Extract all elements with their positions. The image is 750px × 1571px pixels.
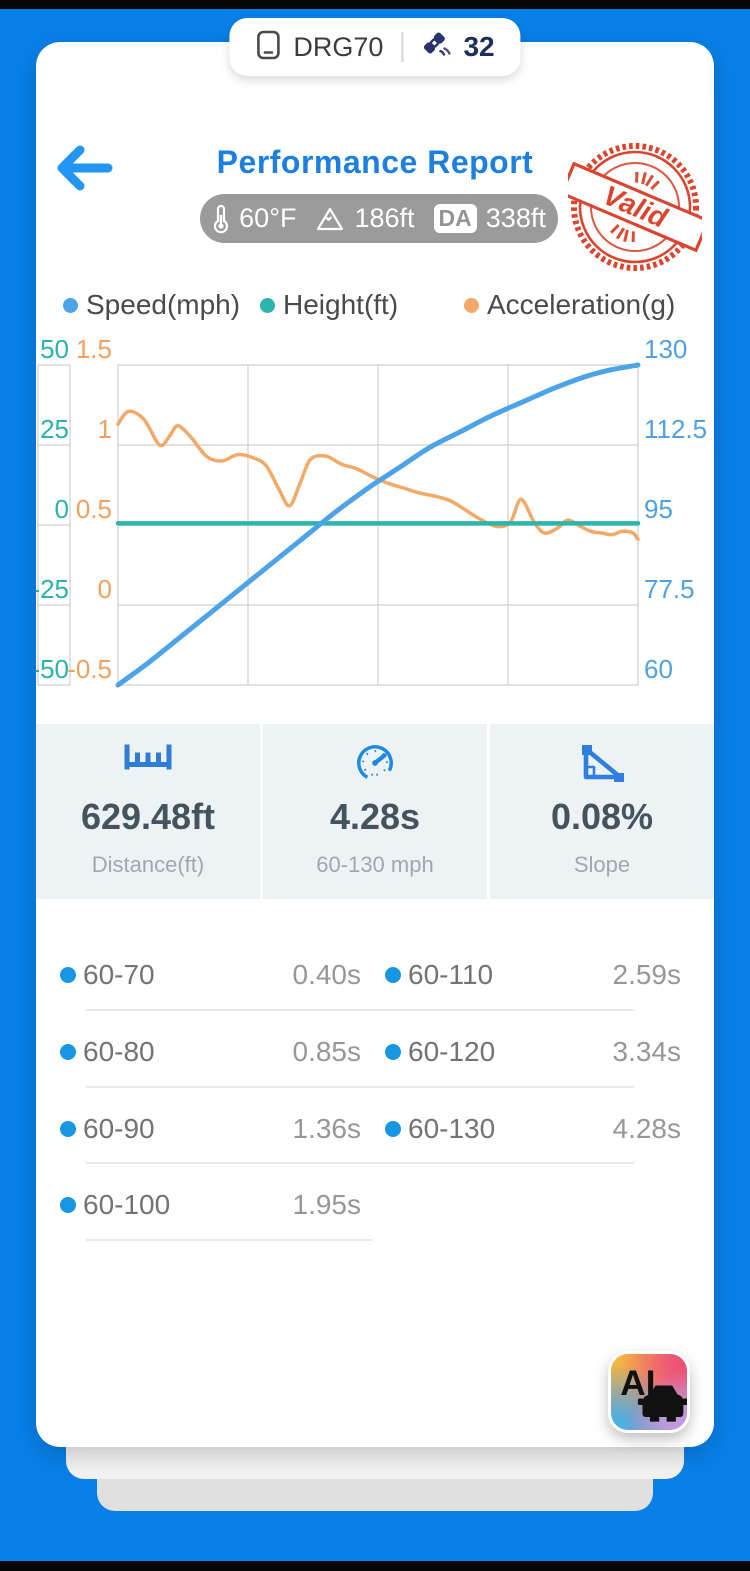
svg-text:-50: -50: [36, 654, 69, 684]
ruler-icon: [36, 742, 260, 772]
accel-time-value: 4.28s: [329, 796, 421, 837]
stat-distance: 629.48ft Distance(ft): [36, 724, 260, 899]
range-label: 60-80: [83, 1036, 155, 1067]
navigation-bar-bottom: [0, 1561, 750, 1571]
speed-legend-dot: [63, 297, 78, 313]
svg-text:50: 50: [40, 340, 69, 364]
distance-value: 629.48ft: [80, 796, 216, 837]
range-label: 60-70: [83, 959, 155, 990]
density-altitude-value: 338ft: [485, 203, 546, 233]
range-label: 60-90: [83, 1113, 155, 1144]
svg-text:0: 0: [98, 574, 112, 604]
range-label: 60-110: [408, 959, 494, 990]
stat-slope: 0.08% Slope: [487, 724, 714, 899]
range-label: 60-130: [408, 1113, 496, 1144]
svg-text:77.5: 77.5: [644, 574, 695, 604]
device-icon: [255, 29, 281, 66]
legend-label: Acceleration(g): [487, 289, 676, 320]
time-value: 0.85s: [292, 1036, 362, 1067]
table-row: 60-70 0.40s: [60, 947, 361, 1003]
svg-text:112.5: 112.5: [644, 414, 707, 444]
time-value: 4.28s: [612, 1113, 682, 1144]
time-value: 2.59s: [612, 959, 682, 990]
satellite-count: 32: [463, 31, 495, 62]
legend-item-acceleration[interactable]: Acceleration(g): [464, 289, 675, 321]
table-row: 60-120 3.34s: [385, 1024, 681, 1080]
valid-stamp: Valid: [559, 140, 711, 274]
svg-text:-25: -25: [36, 574, 69, 604]
device-status-pill[interactable]: DRG70 32: [229, 18, 521, 76]
svg-text:0: 0: [55, 494, 69, 524]
time-value: 1.36s: [292, 1113, 362, 1144]
pill-divider: [401, 32, 404, 62]
legend-label: Speed(mph): [86, 289, 241, 320]
row-divider: [86, 1086, 634, 1088]
time-value: 3.34s: [612, 1036, 682, 1067]
svg-text:25: 25: [40, 414, 69, 444]
bullet-dot-icon: [60, 1044, 76, 1060]
device-name: DRG70: [293, 31, 384, 62]
svg-text:1: 1: [98, 414, 112, 444]
temperature-value: 60°F: [239, 203, 297, 233]
stat-accel-time: 4.28s 60-130 mph: [260, 724, 487, 899]
bullet-dot-icon: [60, 1121, 76, 1137]
table-row: 60-80 0.85s: [60, 1024, 361, 1080]
speedometer-icon: [263, 742, 487, 784]
bullet-dot-icon: [385, 967, 401, 983]
car-icon: [637, 1385, 688, 1422]
time-value: 0.40s: [292, 959, 362, 990]
range-label: 60-100: [83, 1189, 171, 1220]
slope-label: Slope: [573, 852, 631, 877]
bullet-dot-icon: [60, 967, 76, 983]
table-row: 60-90 1.36s: [60, 1101, 361, 1157]
density-altitude-badge: DA: [433, 204, 477, 233]
height-legend-dot: [260, 297, 275, 313]
ai-assistant-button[interactable]: AI: [608, 1351, 690, 1433]
time-value: 1.95s: [292, 1189, 362, 1220]
row-divider: [86, 1239, 372, 1241]
svg-text:130: 130: [644, 340, 687, 364]
svg-text:60: 60: [644, 654, 673, 684]
stats-panel: 629.48ft Distance(ft) 4.28s 60-130 mph: [36, 724, 714, 899]
legend-item-height[interactable]: Height(ft): [260, 289, 398, 321]
satellite-icon: [421, 30, 451, 65]
slope-icon: [490, 742, 714, 784]
elevation-value: 186ft: [354, 203, 415, 233]
table-row: 60-130 4.28s: [385, 1101, 681, 1157]
svg-text:1.5: 1.5: [76, 340, 112, 364]
bullet-dot-icon: [385, 1044, 401, 1060]
page-title: Performance Report: [216, 144, 534, 180]
distance-label: Distance(ft): [91, 852, 205, 877]
bullet-dot-icon: [60, 1197, 76, 1213]
elevation-icon: [315, 206, 345, 232]
report-card: Performance Report 60°F 186ft DA 338ft: [31, 42, 714, 1447]
legend-item-speed[interactable]: Speed(mph): [63, 289, 240, 321]
svg-text:95: 95: [644, 494, 673, 524]
row-divider: [86, 1162, 634, 1164]
bullet-dot-icon: [385, 1121, 401, 1137]
table-row: 60-100 1.95s: [60, 1177, 361, 1233]
conditions-pill: 60°F 186ft DA 338ft: [200, 194, 558, 243]
back-button[interactable]: [52, 142, 116, 194]
accel-time-label: 60-130 mph: [316, 852, 434, 877]
split-times-table: 60-70 0.40s 60-110 2.59s 60-80 0.85s 60-…: [36, 934, 714, 1264]
range-label: 60-120: [408, 1036, 496, 1067]
svg-text:-0.5: -0.5: [67, 654, 112, 684]
row-divider: [86, 1009, 634, 1011]
status-bar-top: [0, 0, 750, 9]
thermometer-icon: [212, 203, 230, 235]
chart-legend: Speed(mph) Height(ft) Acceleration(g): [36, 289, 714, 323]
legend-label: Height(ft): [283, 289, 399, 320]
svg-text:0.5: 0.5: [76, 494, 112, 524]
table-row: 60-110 2.59s: [385, 947, 681, 1003]
slope-value: 0.08%: [550, 796, 654, 837]
acceleration-legend-dot: [464, 297, 479, 313]
